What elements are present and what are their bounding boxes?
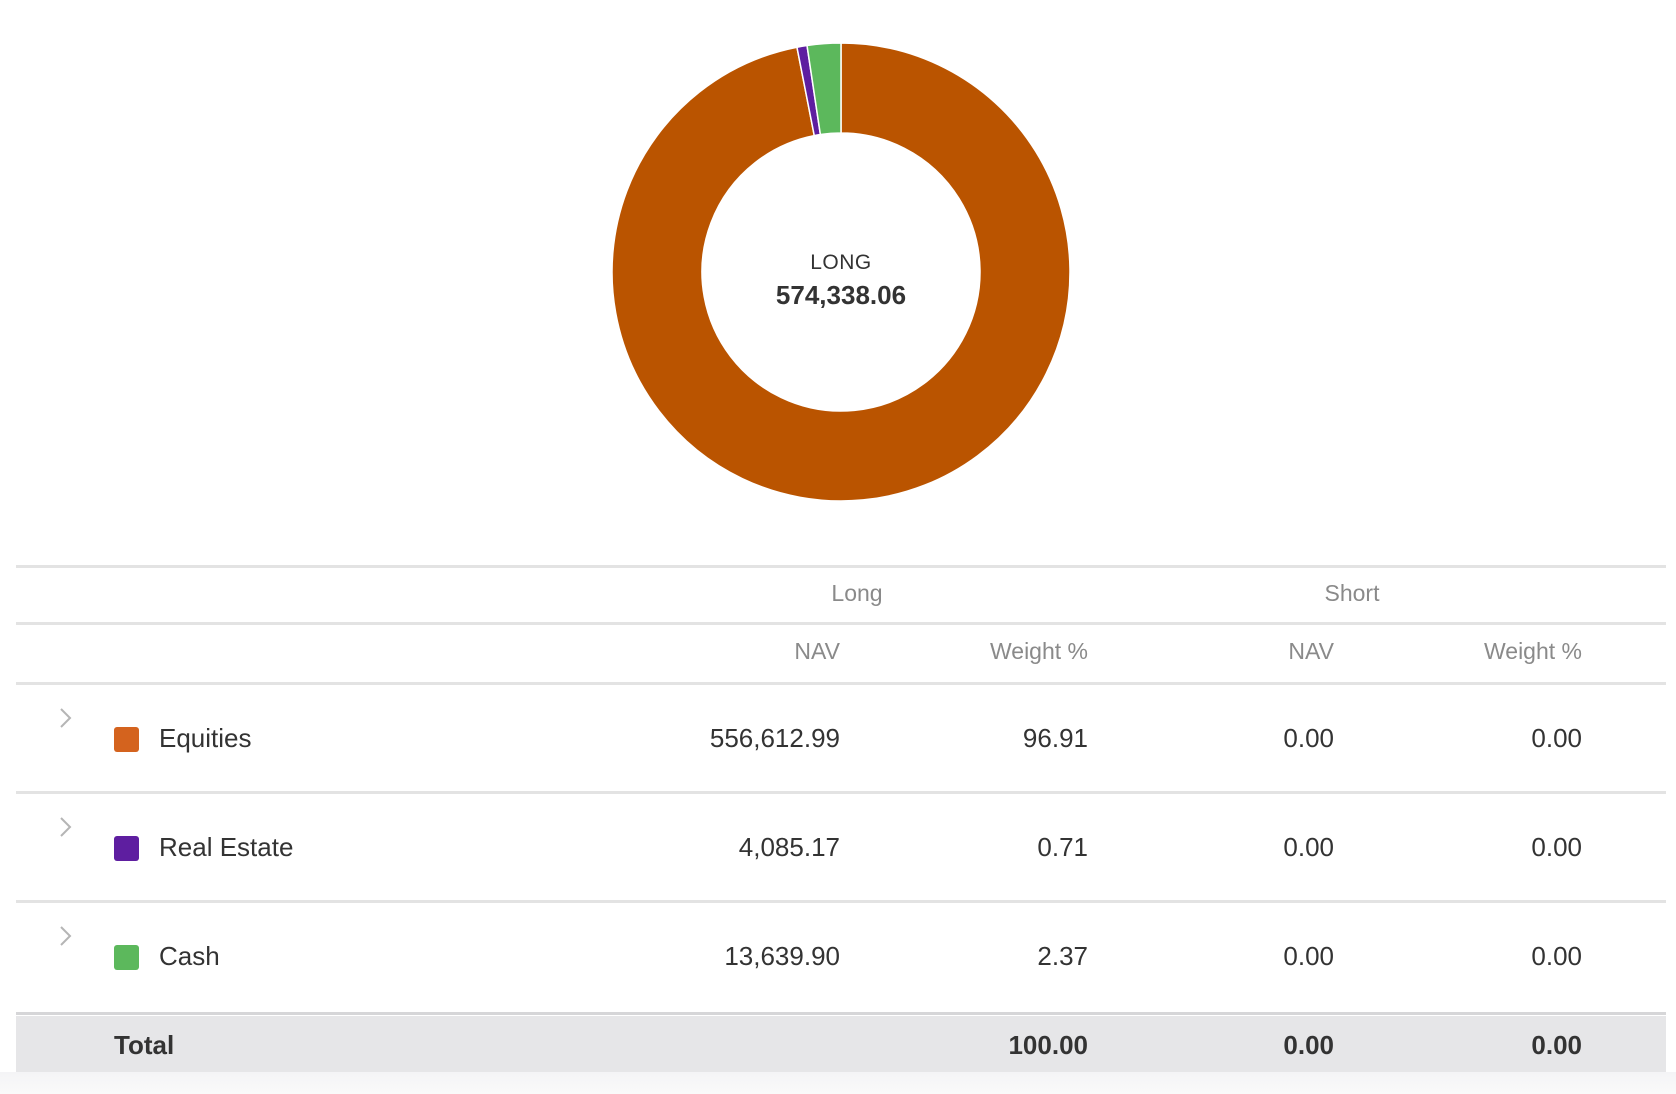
column-header-short-weight: Weight % [1483,638,1582,664]
chevron-right-icon[interactable] [52,923,78,949]
short-weight-value: 0.00 [1531,941,1582,971]
table-top-border [16,565,1666,568]
equities-color-swatch [114,727,139,752]
table-total-row: Total 100.00 0.00 0.00 [16,1016,1666,1074]
row-divider [16,791,1666,794]
short-weight-value: 0.00 [1531,832,1582,862]
row-divider [16,1012,1666,1015]
total-long-weight: 100.00 [1008,1030,1088,1060]
short-nav-value: 0.00 [1283,832,1334,862]
donut-center-label: LONG [810,251,872,274]
donut-svg [611,42,1071,502]
long-weight-value: 0.71 [1037,832,1088,862]
long-weight-value: 2.37 [1037,941,1088,971]
table-row-equities[interactable]: Equities 556,612.99 96.91 0.00 0.00 [16,685,1666,791]
donut-slice-cash[interactable] [806,42,842,136]
table-row-cash[interactable]: Cash 13,639.90 2.37 0.00 0.00 [16,903,1666,1009]
row-label: Real Estate [159,832,294,862]
donut-slice-equities[interactable] [611,42,1071,502]
chevron-right-icon[interactable] [52,705,78,731]
row-label: Equities [159,723,252,753]
long-weight-value: 96.91 [1022,723,1088,753]
column-header-long-weight: Weight % [989,638,1088,664]
group-header-long: Long [831,580,883,606]
total-short-nav: 0.00 [1283,1030,1334,1060]
bottom-shade [0,1072,1676,1094]
donut-chart: LONG 574,338.06 [0,0,1676,520]
group-header-divider [16,622,1666,625]
cash-color-swatch [114,945,139,970]
chevron-right-icon[interactable] [52,814,78,840]
total-short-weight: 0.00 [1531,1030,1582,1060]
short-weight-value: 0.00 [1531,723,1582,753]
short-nav-value: 0.00 [1283,723,1334,753]
short-nav-value: 0.00 [1283,941,1334,971]
column-header-long-nav: NAV [794,638,840,664]
column-header-divider [16,682,1666,685]
long-nav-value: 556,612.99 [709,723,840,753]
total-label: Total [114,1030,175,1060]
group-header-short: Short [1324,580,1380,606]
long-nav-value: 4,085.17 [738,832,840,862]
donut-center-value: 574,338.06 [775,280,907,310]
column-header-short-nav: NAV [1288,638,1334,664]
long-nav-value: 13,639.90 [724,941,840,971]
row-label: Cash [159,941,220,971]
row-divider [16,900,1666,903]
table-row-real-estate[interactable]: Real Estate 4,085.17 0.71 0.00 0.00 [16,794,1666,900]
real-estate-color-swatch [114,836,139,861]
